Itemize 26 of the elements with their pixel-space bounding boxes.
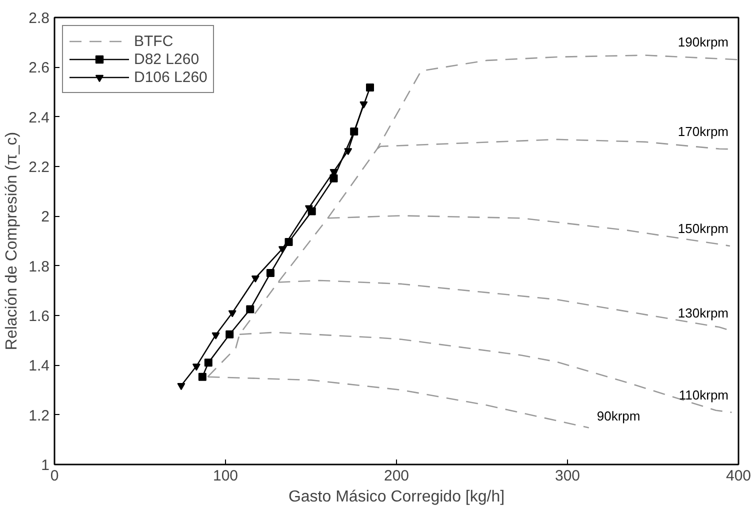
y-axis-title: Relación de Compresión (π_c) — [4, 132, 21, 350]
x-tick-label: 200 — [384, 468, 410, 484]
annotation: 150krpm — [678, 220, 728, 236]
annotation: 90krpm — [596, 408, 640, 424]
annotation: 130krpm — [678, 305, 728, 320]
y-tick-label: 1.4 — [28, 358, 50, 375]
y-tick-label: 2.2 — [28, 159, 50, 176]
legend-label: D106 L260 — [134, 68, 208, 86]
x-axis-title: Gasto Másico Corregido [kg/h] — [288, 488, 505, 506]
legend-label: D82 L260 — [134, 50, 200, 68]
y-tick-label: 1.8 — [28, 258, 50, 276]
y-tick-label: 2.4 — [28, 109, 50, 126]
legend-label: BTFC — [134, 32, 174, 50]
y-tick-label: 2.8 — [28, 10, 50, 27]
y-tick-label: 1.2 — [28, 407, 50, 424]
annotation: 170krpm — [678, 124, 728, 140]
x-tick-label: 300 — [554, 468, 580, 484]
x-tick-label: 400 — [726, 468, 752, 484]
y-tick-label: 2.6 — [28, 60, 50, 77]
x-tick-label: 100 — [212, 468, 238, 484]
y-tick-label: 1 — [41, 457, 50, 474]
x-tick-label: 0 — [50, 468, 59, 484]
y-tick-label: 2 — [41, 208, 50, 226]
y-tick-label: 1.6 — [28, 308, 50, 325]
annotation: 190krpm — [678, 34, 728, 50]
annotation: 110krpm — [678, 387, 729, 402]
